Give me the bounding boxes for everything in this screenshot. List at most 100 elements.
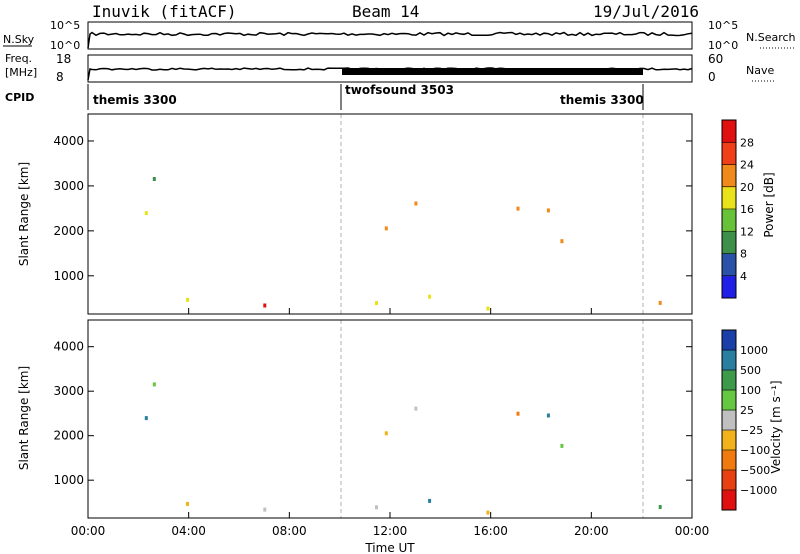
- nsearch-tick-top: 10^5: [708, 19, 738, 32]
- colorbar-tick-label: 100: [740, 384, 761, 397]
- colorbar-swatch: [722, 231, 736, 254]
- colorbar-tick-label: 25: [740, 404, 754, 417]
- velocity-cell: [144, 416, 148, 421]
- power-cell: [144, 211, 148, 216]
- velocity-ylabel: Slant Range [km]: [17, 366, 31, 470]
- colorbar-swatch: [722, 430, 736, 451]
- colorbar-swatch: [722, 350, 736, 371]
- cpid-mode-1: themis 3300: [93, 93, 177, 107]
- power-cell: [263, 303, 267, 308]
- freq-unit: [MHz]: [5, 66, 37, 79]
- nsky-trace: [87, 31, 693, 49]
- colorbar-tick-label: 20: [740, 181, 754, 194]
- colorbar-swatch: [722, 209, 736, 232]
- y-tick-label: 3000: [53, 179, 84, 193]
- power-cell: [414, 201, 418, 206]
- power-cell: [152, 177, 156, 181]
- colorbar-swatch: [722, 120, 736, 143]
- power-cell: [186, 297, 189, 302]
- colorbar-tick-label: 4: [740, 270, 747, 283]
- velocity-panel: 1000 2000 3000 4000 Slant Range [km] −1000 −…: [17, 319, 783, 519]
- colorbar-swatch: [722, 142, 736, 165]
- velocity-y-axis: 1000 2000 3000 4000: [53, 340, 692, 487]
- x-tick-label: 12:00: [373, 524, 408, 538]
- y-tick-label: 1000: [53, 269, 84, 283]
- velocity-cell: [263, 507, 267, 512]
- colorbar-frame: [721, 329, 737, 511]
- time-axis: 00:00 04:00 08:00 12:00 16:00 20:00 00:00: [71, 308, 710, 538]
- power-ylabel: Slant Range [km]: [17, 162, 31, 266]
- velocity-cell: [546, 413, 550, 418]
- y-tick-label: 2000: [53, 224, 84, 238]
- velocity-cell: [560, 443, 564, 448]
- colorbar-swatch: [722, 330, 736, 351]
- velocity-cell: [516, 411, 520, 416]
- beam-title: Beam 14: [352, 2, 420, 21]
- y-tick-label: 2000: [53, 429, 84, 443]
- date-title: 19/Jul/2016: [593, 2, 699, 21]
- colorbar-tick-label: −1000: [740, 484, 777, 497]
- freq-label: Freq.: [5, 52, 32, 65]
- x-tick-label: 16:00: [473, 524, 508, 538]
- velocity-colorbar-label: Velocity [m s⁻¹]: [769, 380, 783, 473]
- power-colorbar: 4 8 12 16 20 24 28: [721, 119, 754, 299]
- nsky-panel: N.Sky 10^5 10^0 10^5 10^0 N.Search: [3, 19, 796, 52]
- colorbar-swatch: [722, 410, 736, 431]
- power-cell: [658, 300, 662, 305]
- power-cell: [516, 206, 520, 211]
- x-tick-label: 00:00: [71, 524, 106, 538]
- station-title: Inuvik (fitACF): [92, 2, 237, 21]
- velocity-cell: [186, 501, 189, 506]
- colorbar-swatch: [722, 164, 736, 188]
- power-panel: 1000 2000 3000 4000 Slant Range [km] 4 8 12 16…: [17, 113, 776, 315]
- nsky-tick-bottom: 10^0: [50, 39, 80, 52]
- nsky-tick-top: 10^5: [50, 19, 80, 32]
- freq-tick-bottom: 8: [56, 70, 64, 84]
- colorbar-tick-label: 12: [740, 225, 754, 238]
- colorbar-swatch: [722, 390, 736, 411]
- power-colorbar-label: Power [dB]: [762, 172, 776, 237]
- nsky-label: N.Sky: [3, 33, 35, 46]
- velocity-cell: [486, 510, 490, 515]
- colorbar-swatch: [722, 450, 736, 471]
- colorbar-tick-label: 28: [740, 136, 754, 149]
- power-cell: [560, 239, 564, 244]
- colorbar-tick-label: 1000: [740, 344, 768, 357]
- cpid-mode-2: twofsound 3503: [345, 83, 454, 97]
- velocity-cell: [375, 505, 378, 510]
- x-axis-label: Time UT: [364, 541, 415, 554]
- power-heatmap: [144, 177, 662, 311]
- x-tick-label: 08:00: [272, 524, 307, 538]
- colorbar-swatch: [722, 490, 736, 511]
- velocity-heatmap: [144, 382, 662, 515]
- x-tick-label: 04:00: [171, 524, 206, 538]
- nave-block: [342, 68, 643, 75]
- freq-panel: Freq. [MHz] 18 8 60 0 Nave CPID: [5, 52, 776, 104]
- y-tick-label: 1000: [53, 473, 84, 487]
- y-tick-label: 4000: [53, 340, 84, 354]
- colorbar-tick-label: −500: [740, 464, 770, 477]
- power-cell: [486, 306, 490, 311]
- colorbar-tick-label: −25: [740, 424, 763, 437]
- colorbar-tick-label: 24: [740, 159, 754, 172]
- x-tick-label: 00:00: [675, 524, 710, 538]
- velocity-cell: [384, 431, 388, 436]
- freq-tick-top: 18: [56, 52, 71, 66]
- power-cell: [428, 294, 432, 299]
- x-tick-label: 20:00: [574, 524, 609, 538]
- colorbar-swatch: [722, 470, 736, 491]
- cpid-label: CPID: [5, 91, 34, 104]
- nsearch-label: N.Search: [746, 31, 796, 44]
- colorbar-tick-label: 16: [740, 203, 754, 216]
- y-tick-label: 4000: [53, 134, 84, 148]
- velocity-cell: [152, 382, 156, 387]
- colorbar-swatch: [722, 370, 736, 391]
- velocity-cell: [428, 498, 432, 503]
- power-cell: [384, 226, 388, 231]
- y-tick-label: 3000: [53, 384, 84, 398]
- cpid-mode-3: themis 3300: [560, 93, 644, 107]
- velocity-cell: [414, 406, 418, 411]
- colorbar-swatch: [722, 275, 736, 299]
- velocity-cell: [658, 505, 662, 509]
